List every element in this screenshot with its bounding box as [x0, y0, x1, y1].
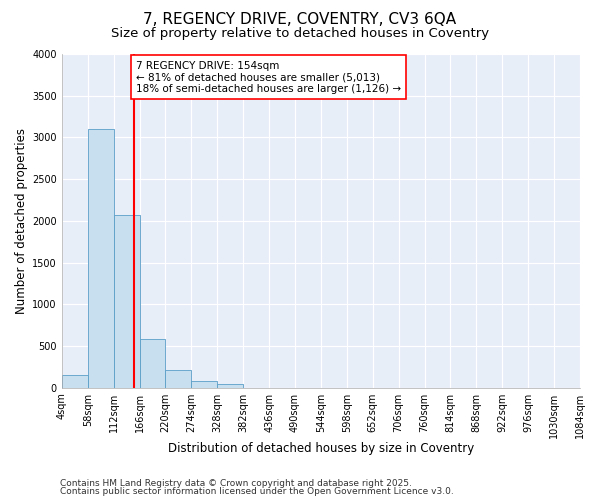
Text: 7 REGENCY DRIVE: 154sqm
← 81% of detached houses are smaller (5,013)
18% of semi: 7 REGENCY DRIVE: 154sqm ← 81% of detache…	[136, 60, 401, 94]
Text: 7, REGENCY DRIVE, COVENTRY, CV3 6QA: 7, REGENCY DRIVE, COVENTRY, CV3 6QA	[143, 12, 457, 28]
Bar	[166, 370, 191, 388]
Bar	[88, 129, 113, 388]
Text: Contains public sector information licensed under the Open Government Licence v3: Contains public sector information licen…	[60, 487, 454, 496]
Bar	[140, 340, 166, 388]
Bar	[217, 384, 243, 388]
Y-axis label: Number of detached properties: Number of detached properties	[15, 128, 28, 314]
Bar	[113, 214, 140, 388]
Bar	[191, 381, 217, 388]
Text: Contains HM Land Registry data © Crown copyright and database right 2025.: Contains HM Land Registry data © Crown c…	[60, 478, 412, 488]
X-axis label: Distribution of detached houses by size in Coventry: Distribution of detached houses by size …	[168, 442, 474, 455]
Bar	[62, 375, 88, 388]
Text: Size of property relative to detached houses in Coventry: Size of property relative to detached ho…	[111, 28, 489, 40]
